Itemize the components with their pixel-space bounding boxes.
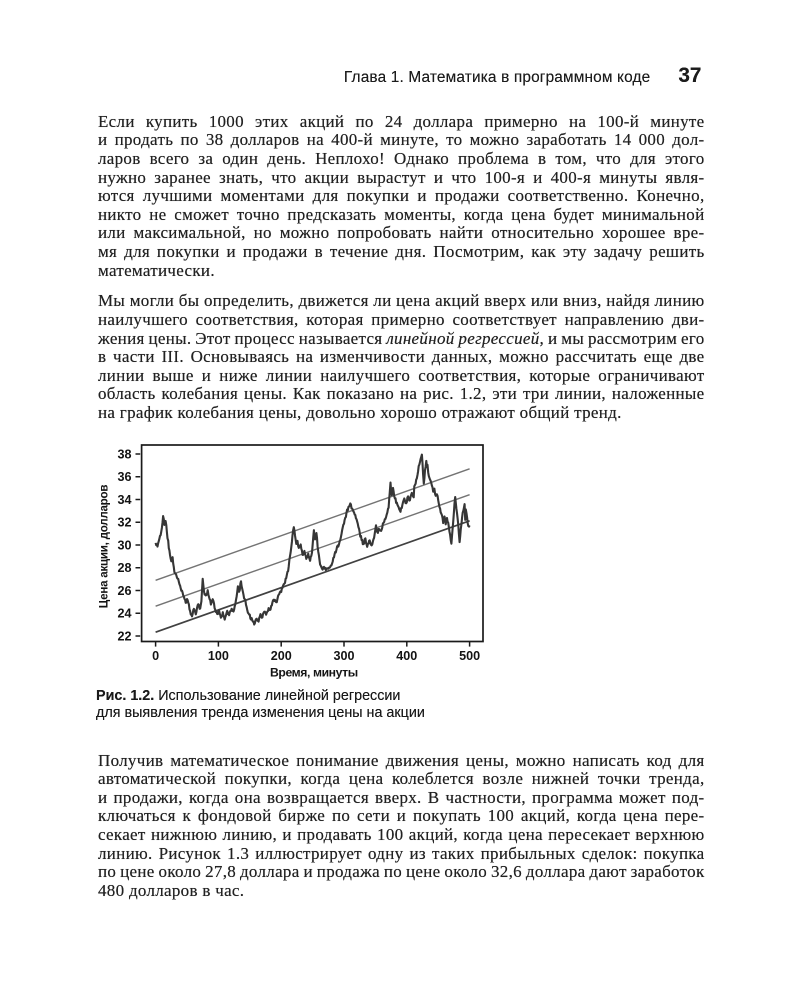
svg-text:500: 500 bbox=[459, 649, 480, 663]
svg-text:Цена акции, долларов: Цена акции, долларов bbox=[98, 485, 111, 609]
svg-text:Время, минуты: Время, минуты bbox=[270, 666, 358, 680]
svg-text:38: 38 bbox=[117, 447, 131, 461]
svg-text:30: 30 bbox=[117, 538, 131, 552]
svg-text:0: 0 bbox=[152, 649, 159, 663]
svg-text:28: 28 bbox=[117, 561, 131, 575]
svg-text:26: 26 bbox=[117, 584, 131, 598]
svg-text:100: 100 bbox=[208, 649, 229, 663]
svg-text:300: 300 bbox=[333, 649, 354, 663]
svg-text:34: 34 bbox=[117, 493, 131, 507]
svg-text:32: 32 bbox=[117, 516, 131, 530]
svg-text:400: 400 bbox=[396, 649, 417, 663]
svg-text:36: 36 bbox=[117, 470, 131, 484]
svg-text:200: 200 bbox=[271, 649, 292, 663]
svg-text:22: 22 bbox=[117, 629, 131, 643]
svg-text:24: 24 bbox=[117, 607, 131, 621]
